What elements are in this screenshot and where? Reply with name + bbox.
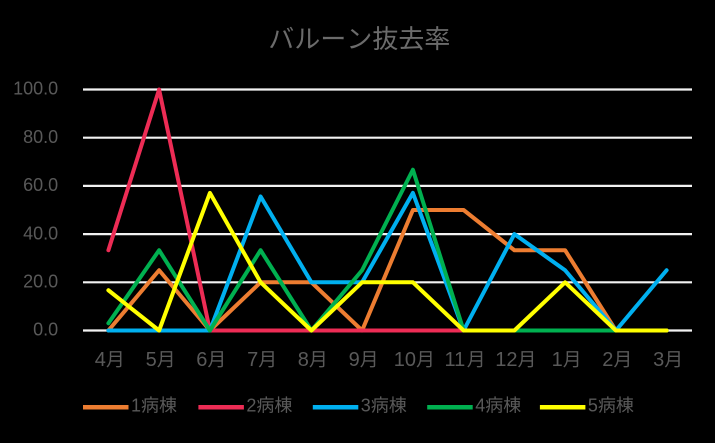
svg-text:9: 9 (349, 349, 360, 371)
svg-text:2: 2 (602, 349, 613, 371)
svg-text:60.0: 60.0 (23, 175, 58, 195)
svg-text:80.0: 80.0 (23, 127, 58, 147)
svg-text:8: 8 (298, 349, 309, 371)
svg-text:10: 10 (394, 349, 416, 371)
svg-text:1: 1 (131, 396, 141, 416)
svg-text:5: 5 (146, 349, 157, 371)
svg-text:20.0: 20.0 (23, 272, 58, 292)
svg-text:12: 12 (495, 349, 517, 371)
svg-text:5: 5 (588, 396, 598, 416)
svg-text:3: 3 (653, 349, 664, 371)
svg-text:11: 11 (445, 349, 466, 371)
svg-text:1: 1 (552, 349, 563, 371)
svg-text:6: 6 (196, 349, 207, 371)
svg-text:7: 7 (247, 349, 258, 371)
svg-text:4: 4 (475, 396, 485, 416)
svg-text:100.0: 100.0 (13, 79, 58, 99)
svg-text:3: 3 (361, 396, 371, 416)
svg-text:0.0: 0.0 (33, 320, 58, 340)
svg-text:40.0: 40.0 (23, 223, 58, 243)
svg-text:2: 2 (246, 396, 256, 416)
svg-text:4: 4 (95, 349, 106, 371)
